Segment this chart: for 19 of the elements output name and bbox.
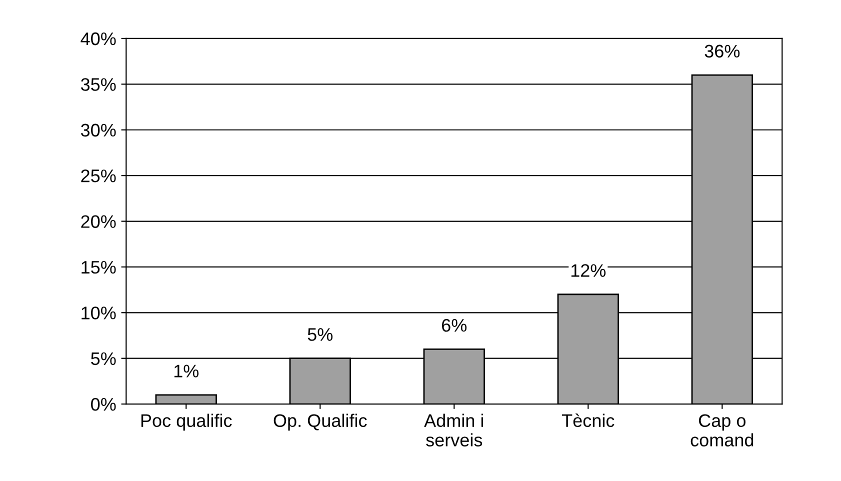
y-tick-label: 15%: [82, 260, 116, 274]
data-label: 36%: [704, 44, 740, 58]
y-tick-label: 20%: [81, 215, 116, 228]
x-tick-label: Tècnic: [562, 414, 614, 428]
data-label: 5%: [308, 328, 333, 341]
data-label: 1%: [174, 364, 199, 378]
data-label: 6%: [442, 318, 467, 332]
y-tick-label: 25%: [81, 170, 116, 182]
y-tick-label: 0%: [91, 398, 116, 411]
x-tick-label: Admin i serveis: [424, 414, 484, 446]
x-tick-label: Poc qualific: [141, 414, 232, 431]
y-tick-label: 30%: [80, 124, 116, 137]
y-tick-label: 5%: [91, 352, 116, 366]
y-tick-label: 35%: [80, 78, 116, 91]
x-tick-label: Op. Qualific: [274, 414, 367, 431]
data-label: 12%: [571, 264, 606, 277]
x-tick-label: Cap o comand: [690, 414, 754, 446]
y-tick-label: 40%: [80, 32, 116, 46]
y-tick-label: 10%: [82, 306, 116, 320]
